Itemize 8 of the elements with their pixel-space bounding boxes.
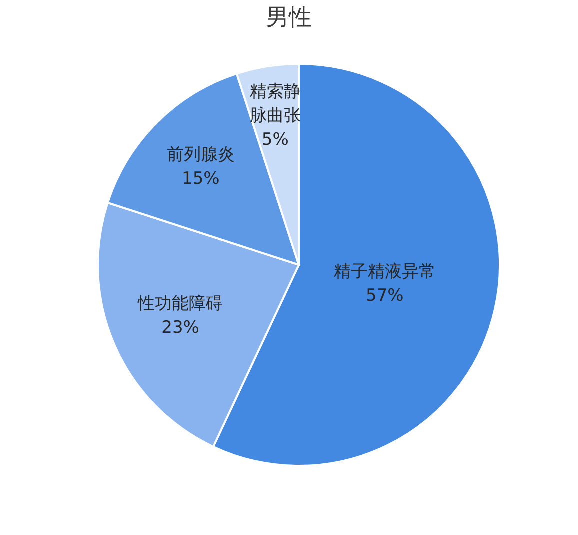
data-label: 23% — [162, 318, 200, 338]
slice-label: 前列腺炎 — [166, 144, 235, 165]
chart-title: 男性 — [265, 4, 313, 33]
data-label: 5% — [262, 130, 289, 150]
data-label: 15% — [182, 168, 220, 189]
slice-label: 精子精液异常 — [334, 262, 436, 282]
data-label: 57% — [366, 286, 404, 306]
slice-label: 性功能障碍 — [137, 294, 224, 314]
